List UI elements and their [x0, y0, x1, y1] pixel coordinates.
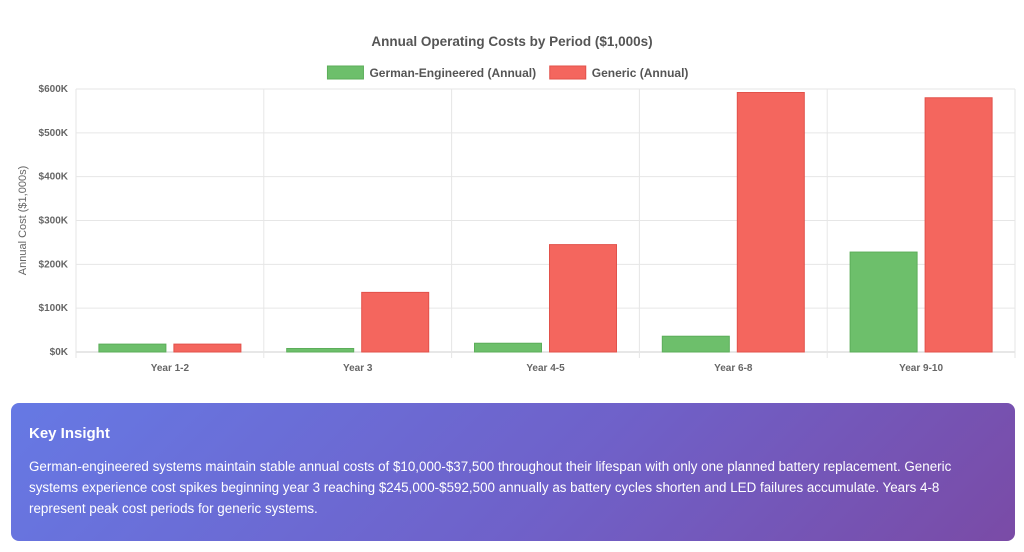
- bar-generic-3: [549, 244, 617, 353]
- legend-label-2: Generic (Annual): [592, 66, 689, 80]
- legend-swatch-2: [549, 65, 587, 80]
- y-tick-label: $200K: [39, 259, 69, 270]
- y-tick-label: $300K: [39, 216, 69, 227]
- bar-generic-2: [361, 291, 430, 353]
- y-tick-label: $100K: [39, 303, 69, 314]
- y-tick-label: $500K: [39, 128, 69, 139]
- bar-german-2: [286, 347, 355, 353]
- y-tick-label: $0K: [50, 347, 69, 358]
- legend-label-1: German-Engineered (Annual): [369, 66, 536, 80]
- x-tick-label: Year 9-10: [899, 363, 943, 374]
- bar-generic-4: [736, 92, 805, 353]
- chart-title: Annual Operating Costs by Period ($1,000…: [371, 34, 652, 49]
- bar-chart: Annual Operating Costs by Period ($1,000…: [17, 34, 1016, 374]
- x-tick-label: Year 1-2: [151, 363, 190, 374]
- bar-generic-1: [173, 343, 242, 353]
- bar-german-1: [98, 343, 167, 353]
- y-axis-title: Annual Cost ($1,000s): [17, 166, 29, 275]
- x-tick-label: Year 6-8: [714, 363, 753, 374]
- bar-german-4: [661, 335, 730, 353]
- y-tick-label: $600K: [39, 84, 69, 95]
- bar-german-3: [474, 342, 542, 353]
- x-tick-label: Year 3: [343, 363, 373, 374]
- y-tick-label: $400K: [39, 172, 69, 183]
- key-insight-title: Key Insight: [29, 425, 110, 442]
- key-insight-text: German-engineered systems maintain stabl…: [29, 459, 952, 516]
- bar-generic-5: [924, 97, 993, 353]
- key-insight-panel: Key Insight German-engineered systems ma…: [11, 403, 1015, 541]
- bar-german-5: [849, 251, 918, 353]
- x-tick-label: Year 4-5: [526, 363, 565, 374]
- legend-swatch-1: [326, 65, 364, 80]
